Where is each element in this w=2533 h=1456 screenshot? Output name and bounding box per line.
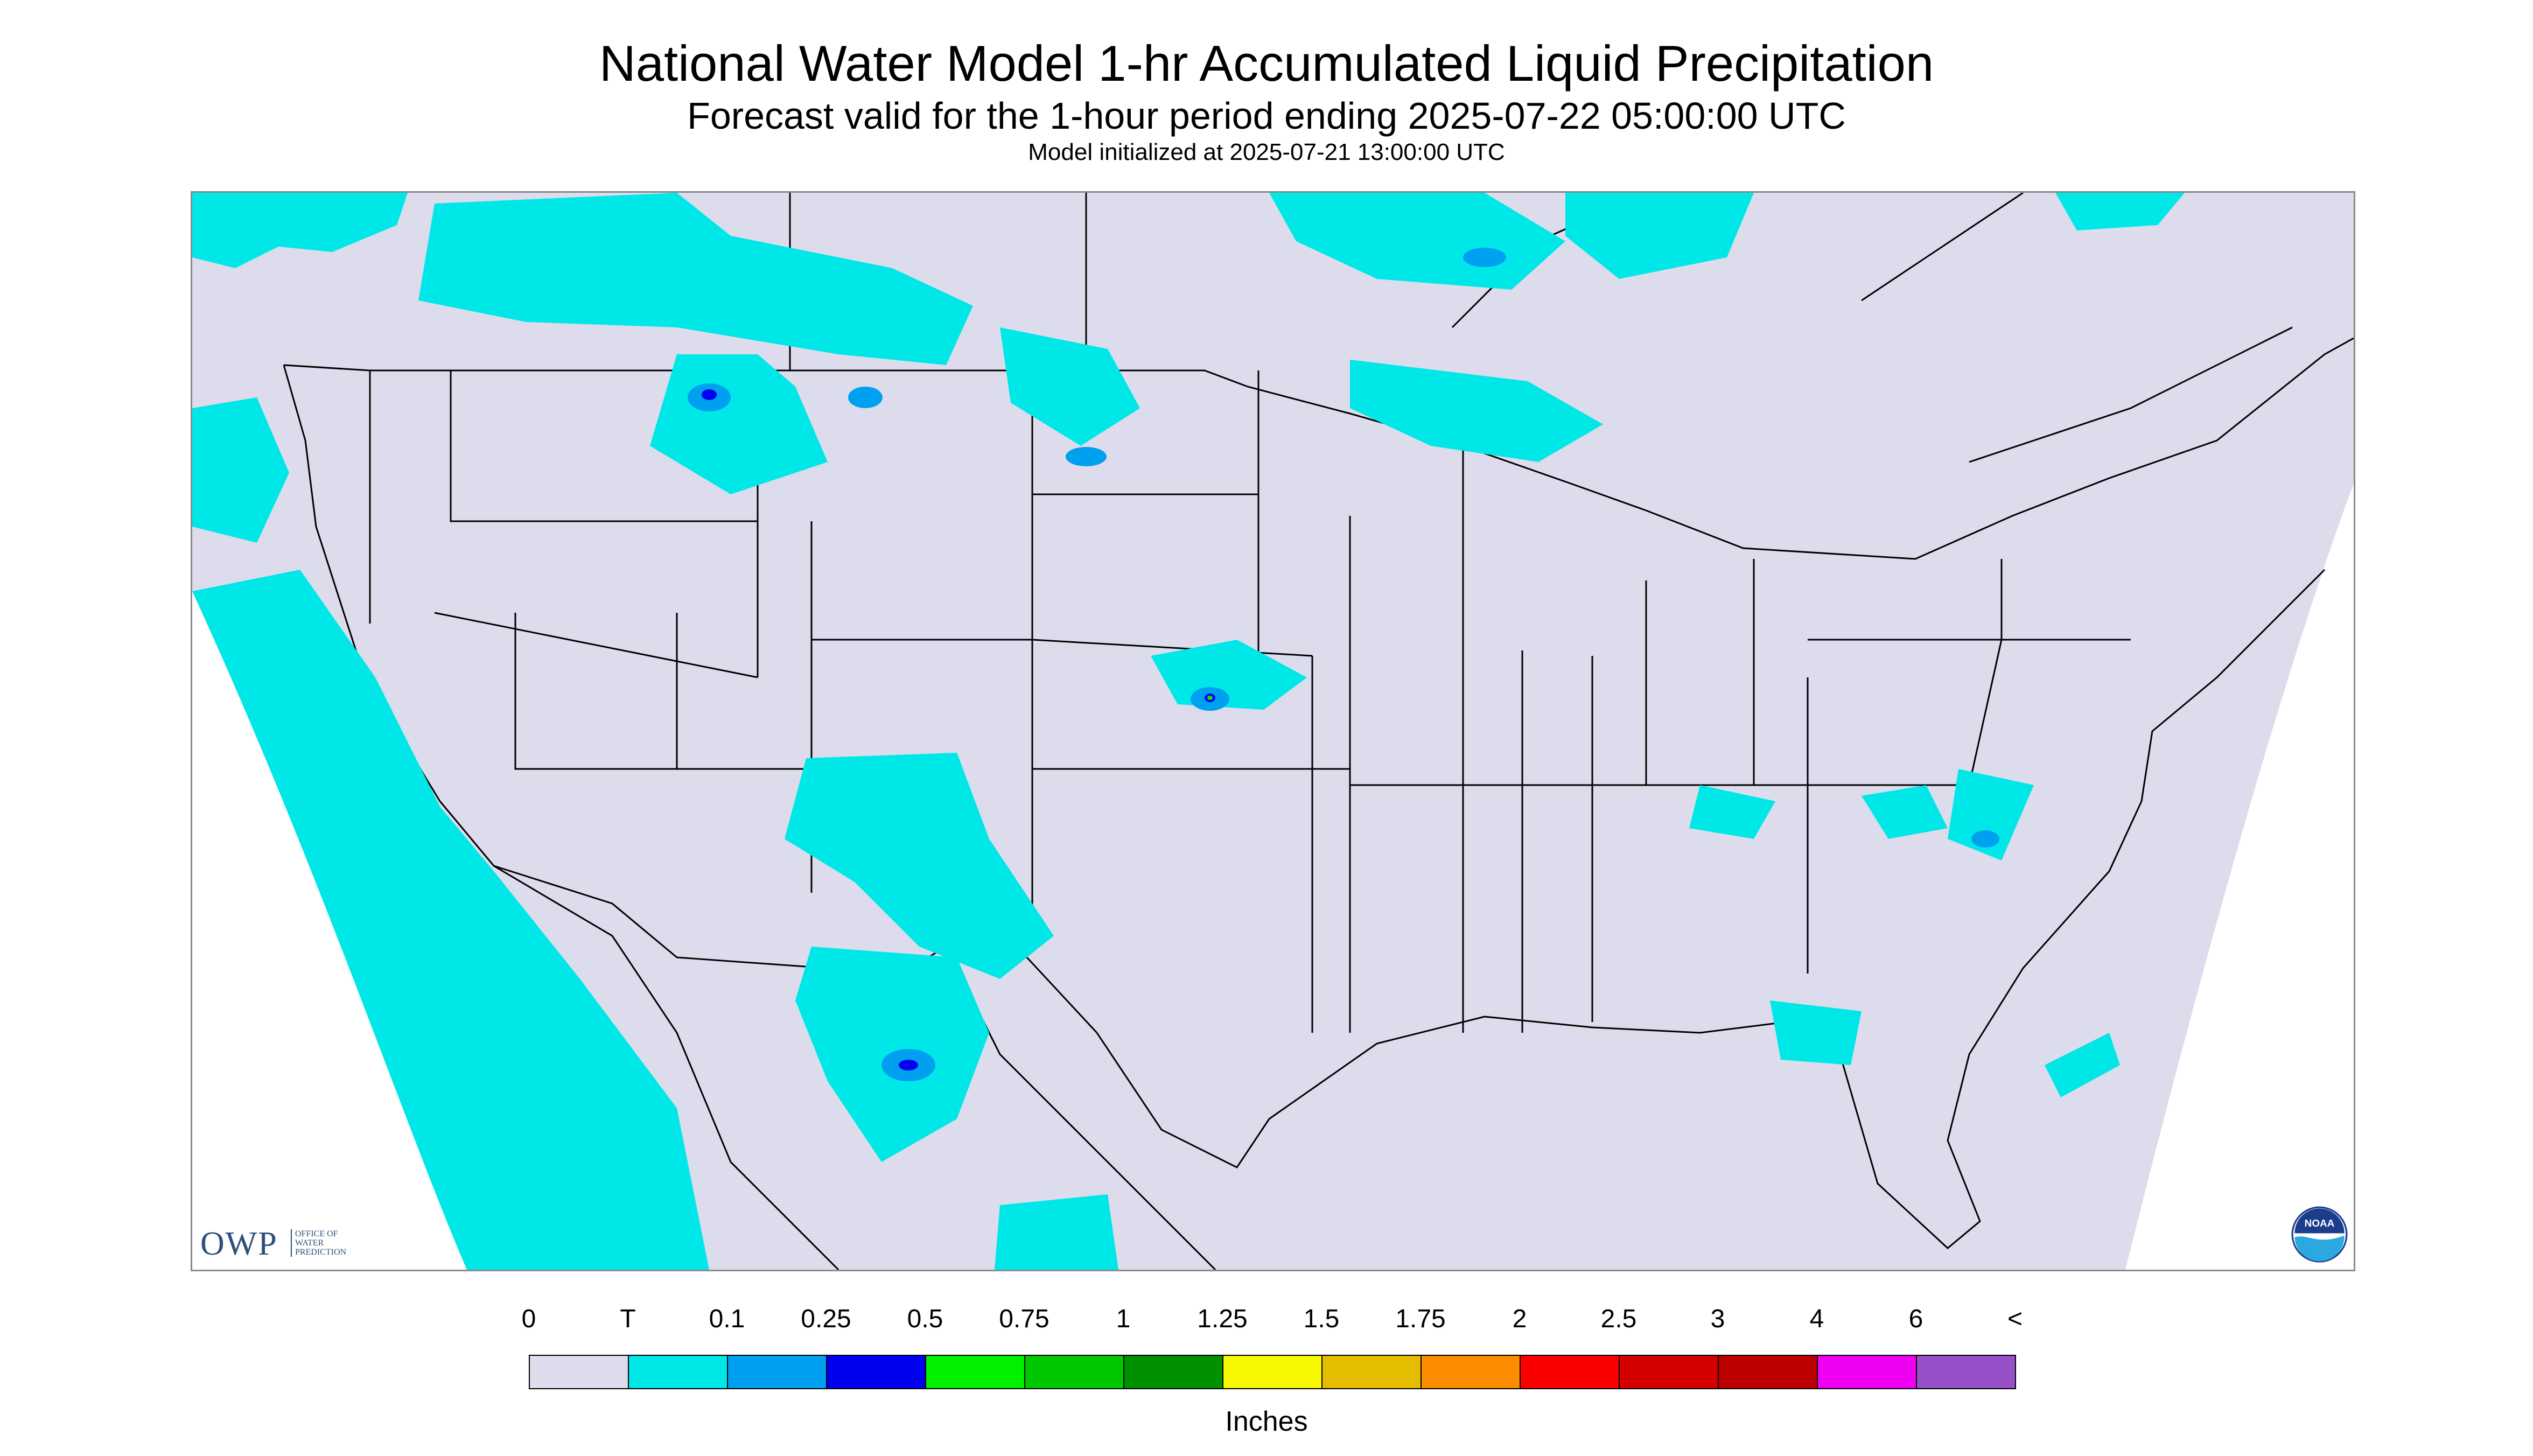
- legend-tick-label: 0.5: [907, 1305, 943, 1333]
- legend-tick-label: 1.75: [1395, 1305, 1446, 1333]
- legend-tick-label: 2.5: [1600, 1305, 1637, 1333]
- legend-swatch: [1222, 1355, 1323, 1389]
- legend-swatch: [1619, 1355, 1719, 1389]
- legend-tick-label: 0.25: [801, 1305, 851, 1333]
- state-lines: [369, 370, 2131, 1033]
- legend-tick-label: 0.1: [709, 1305, 745, 1333]
- map-title: National Water Model 1-hr Accumulated Li…: [599, 35, 1934, 92]
- precip-intense: [1207, 696, 1213, 700]
- legend-swatch: [727, 1355, 827, 1389]
- legend-swatch: [826, 1355, 926, 1389]
- legend-swatch: [1024, 1355, 1124, 1389]
- legend-swatch: [1718, 1355, 1818, 1389]
- legend-tick-label: 1.25: [1197, 1305, 1248, 1333]
- owp-sub-line: OFFICE OF: [295, 1229, 338, 1238]
- legend-swatch: [1520, 1355, 1620, 1389]
- legend-tick-label: 0.75: [999, 1305, 1049, 1333]
- legend-tick-label: 1.5: [1303, 1305, 1340, 1333]
- noaa-text: NOAA: [2305, 1218, 2335, 1229]
- legend-swatch: [1916, 1355, 2016, 1389]
- legend-swatch: [1817, 1355, 1917, 1389]
- precip-heavy: [702, 389, 1215, 1070]
- legend-units-label: Inches: [1225, 1406, 1308, 1437]
- legend-tick-label: 2: [1512, 1305, 1527, 1333]
- noaa-logo-icon: NOAA: [2291, 1206, 2348, 1263]
- legend-swatch: [628, 1355, 728, 1389]
- legend-swatch: [1321, 1355, 1422, 1389]
- us-outline: [283, 337, 2354, 1249]
- precip-legend: 0 T 0.1 0.25 0.5 0.75 1 1.25 1.5 1.75 2 2.5 3 4 6 <: [522, 1303, 2023, 1411]
- legend-swatch: [529, 1355, 629, 1389]
- legend-tick-label: 3: [1710, 1305, 1725, 1333]
- legend-swatch: [1421, 1355, 1521, 1389]
- legend-swatch: [925, 1355, 1025, 1389]
- precipitation-map: [191, 191, 2355, 1271]
- legend-swatch: [1123, 1355, 1223, 1389]
- legend-tick-label: 0: [521, 1305, 536, 1333]
- legend-tick-label: <: [2007, 1305, 2023, 1333]
- legend-tick-label: 6: [1908, 1305, 1923, 1333]
- owp-sub-line: WATER: [295, 1238, 324, 1248]
- legend-tick-label: T: [620, 1305, 636, 1333]
- forecast-valid-subtitle: Forecast valid for the 1-hour period end…: [687, 95, 1846, 137]
- map-canvas: [192, 193, 2354, 1270]
- owp-sub-line: PREDICTION: [295, 1248, 347, 1257]
- legend-tick-label: 1: [1116, 1305, 1131, 1333]
- legend-tick-label: 4: [1809, 1305, 1824, 1333]
- model-init-text: Model initialized at 2025-07-21 13:00:00…: [1028, 139, 1505, 165]
